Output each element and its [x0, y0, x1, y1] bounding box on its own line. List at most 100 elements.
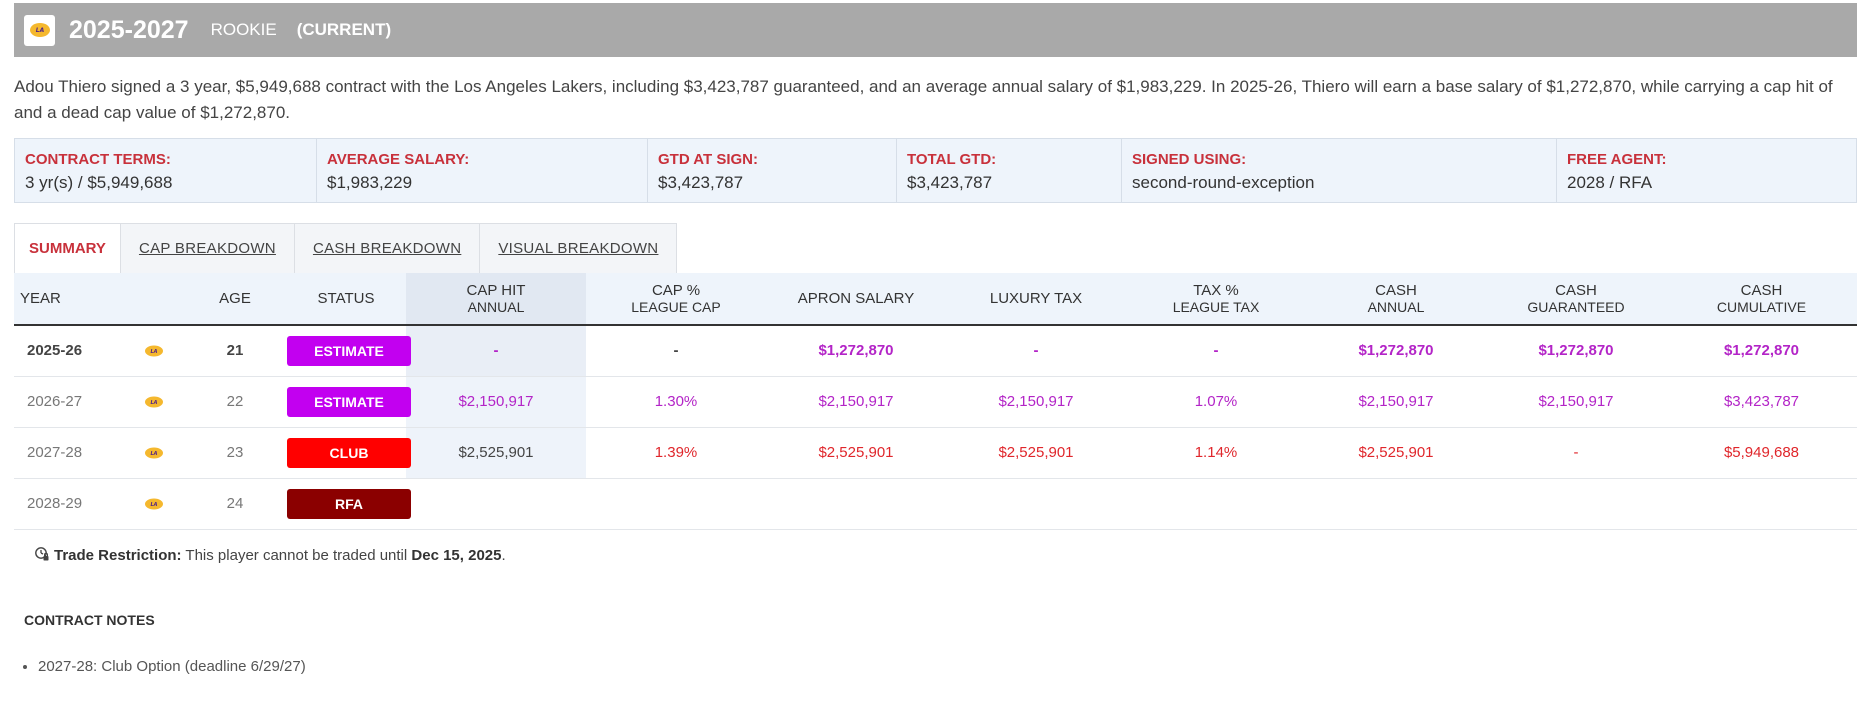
header-sub: CUMULATIVE — [1716, 298, 1807, 315]
status-badge: ESTIMATE — [287, 335, 411, 366]
contract-years: 2025-2027 — [69, 15, 189, 44]
tab-label[interactable]: VISUAL BREAKDOWN — [498, 240, 659, 257]
restriction-end: . — [501, 547, 506, 564]
term-value: $1,983,229 — [327, 173, 413, 192]
cell-cash: $2,525,901 — [1358, 444, 1434, 461]
header-main: CAP % — [651, 281, 701, 299]
header-sub: GUARANTEED — [1527, 298, 1625, 315]
contract-notes-list: 2027-28: Club Option (deadline 6/29/27) — [14, 658, 1857, 675]
term-total-gtd: TOTAL GTD: $3,423,787 — [897, 139, 1122, 202]
cell-tax-pct: 1.07% — [1194, 393, 1238, 410]
term-value: second-round-exception — [1132, 173, 1315, 192]
term-value: $3,423,787 — [907, 173, 993, 192]
table-header-row: YEAR AGE STATUS CAP HIT ANNUAL CAP % LEAGU… — [14, 273, 1857, 326]
term-value: 3 yr(s) / $5,949,688 — [25, 173, 173, 192]
cell-cash — [1306, 478, 1486, 529]
header-sub: ANNUAL — [1367, 298, 1425, 315]
tab-summary[interactable]: SUMMARY — [14, 223, 121, 273]
term-value: $3,423,787 — [658, 173, 744, 192]
cell-cap-hit: $2,525,901 — [406, 427, 586, 478]
lakers-logo-icon: LA — [24, 14, 55, 46]
table-row: 2028-29 LA 24 RFA — [14, 478, 1857, 529]
team-logo-icon: LA — [124, 325, 184, 376]
cell-cash-cum: $1,272,870 — [1723, 342, 1800, 360]
restriction-label: Trade Restriction: — [54, 547, 182, 564]
restriction-text: This player cannot be traded until — [181, 547, 412, 564]
term-signed-using: SIGNED USING: second-round-exception — [1122, 139, 1557, 202]
cell-cash-cum — [1666, 478, 1857, 529]
trade-restriction: Trade Restriction: This player cannot be… — [34, 546, 1857, 566]
cell-age: 24 — [226, 495, 244, 512]
contract-type: ROOKIE — [210, 20, 277, 39]
tab-label[interactable]: CAP BREAKDOWN — [138, 240, 276, 257]
cell-age: 22 — [226, 393, 244, 410]
table-row: 2027-28 LA 23 CLUB $2,525,901 1.39% $2,5… — [14, 427, 1857, 478]
cell-apron: $2,525,901 — [818, 444, 894, 461]
header-main: TAX % — [1193, 281, 1239, 299]
cell-cap-pct: 1.30% — [654, 393, 698, 410]
contract-tabs: SUMMARY CAP BREAKDOWN CASH BREAKDOWN VIS… — [14, 223, 1857, 273]
status-badge: RFA — [287, 488, 411, 519]
contract-notes-title: CONTRACT NOTES — [24, 611, 155, 628]
contract-description: Adou Thiero signed a 3 year, $5,949,688 … — [14, 77, 1833, 122]
cell-year: 2026-27 — [27, 393, 83, 410]
term-free-agent: FREE AGENT: 2028 / RFA — [1557, 139, 1856, 202]
contract-panel: LA 2025-2027 ROOKIE (CURRENT) Adou Thier… — [14, 3, 1857, 675]
cell-age: 23 — [226, 444, 244, 461]
contract-summary-table: YEAR AGE STATUS CAP HIT ANNUAL CAP % LEAGU… — [14, 273, 1857, 530]
term-label: GTD AT SIGN: — [658, 151, 758, 168]
term-label: AVERAGE SALARY: — [327, 151, 470, 168]
cell-status: CLUB — [286, 427, 411, 478]
header-main: CAP HIT — [466, 281, 526, 299]
cell-cap-pct — [586, 478, 766, 529]
term-average-salary: AVERAGE SALARY: $1,983,229 — [317, 139, 648, 202]
cell-cash-gtd: - — [1573, 444, 1579, 461]
tab-visual-breakdown[interactable]: VISUAL BREAKDOWN — [479, 223, 678, 273]
cell-year: 2027-28 — [27, 444, 83, 461]
cell-apron: $1,272,870 — [818, 342, 894, 360]
header-cash: CASH ANNUAL — [1306, 273, 1486, 326]
table-row: 2025-26 LA 21 ESTIMATE - - $1,272,870 - … — [14, 325, 1857, 376]
cell-tax-pct: - — [1213, 342, 1219, 360]
header-main: CASH — [1555, 281, 1597, 299]
cell-luxury: $2,150,917 — [998, 393, 1074, 410]
header-team — [124, 273, 184, 326]
header-cash-cum: CASH CUMULATIVE — [1666, 273, 1857, 326]
svg-text:LA: LA — [150, 349, 157, 355]
cell-cash-gtd: $2,150,917 — [1538, 393, 1614, 410]
header-tax-pct: TAX % LEAGUE TAX — [1126, 273, 1306, 326]
svg-text:LA: LA — [150, 400, 157, 406]
cell-luxury — [946, 478, 1126, 529]
header-cash-gtd: CASH GUARANTEED — [1486, 273, 1666, 326]
tab-cash-breakdown[interactable]: CASH BREAKDOWN — [293, 223, 481, 273]
table-row: 2026-27 LA 22 ESTIMATE $2,150,917 1.30% … — [14, 376, 1857, 427]
cell-cap-hit — [406, 478, 586, 529]
cell-status: ESTIMATE — [286, 376, 411, 427]
cell-tax-pct: 1.14% — [1194, 444, 1238, 461]
cell-cash-gtd: $1,272,870 — [1538, 342, 1614, 360]
header-year: YEAR — [14, 273, 124, 326]
cell-cap-pct: 1.39% — [654, 444, 698, 461]
header-luxury: LUXURY TAX — [946, 273, 1126, 326]
cell-cash: $2,150,917 — [1358, 393, 1434, 410]
cell-age: 21 — [226, 342, 244, 360]
list-item: 2027-28: Club Option (deadline 6/29/27) — [38, 658, 1857, 675]
tab-cap-breakdown[interactable]: CAP BREAKDOWN — [119, 223, 295, 273]
header-apron: APRON SALARY — [766, 273, 946, 326]
cell-tax-pct — [1126, 478, 1306, 529]
cell-cash: $1,272,870 — [1358, 342, 1434, 360]
cell-status: ESTIMATE — [286, 325, 411, 376]
header-main: CASH — [1375, 281, 1417, 299]
team-logo-icon: LA — [124, 427, 184, 478]
cell-year: 2025-26 — [27, 342, 83, 360]
contract-terms-bar: CONTRACT TERMS: 3 yr(s) / $5,949,688 AVE… — [14, 138, 1857, 203]
term-label: TOTAL GTD: — [907, 151, 997, 168]
header-age: AGE — [184, 273, 286, 326]
cell-cap-hit: - — [406, 325, 586, 376]
restriction-date: Dec 15, 2025 — [411, 547, 502, 564]
tab-label[interactable]: CASH BREAKDOWN — [312, 240, 462, 257]
cell-apron: $2,150,917 — [818, 393, 894, 410]
header-main: CASH — [1740, 281, 1783, 299]
term-contract-terms: CONTRACT TERMS: 3 yr(s) / $5,949,688 — [15, 139, 317, 202]
svg-text:LA: LA — [35, 27, 44, 34]
